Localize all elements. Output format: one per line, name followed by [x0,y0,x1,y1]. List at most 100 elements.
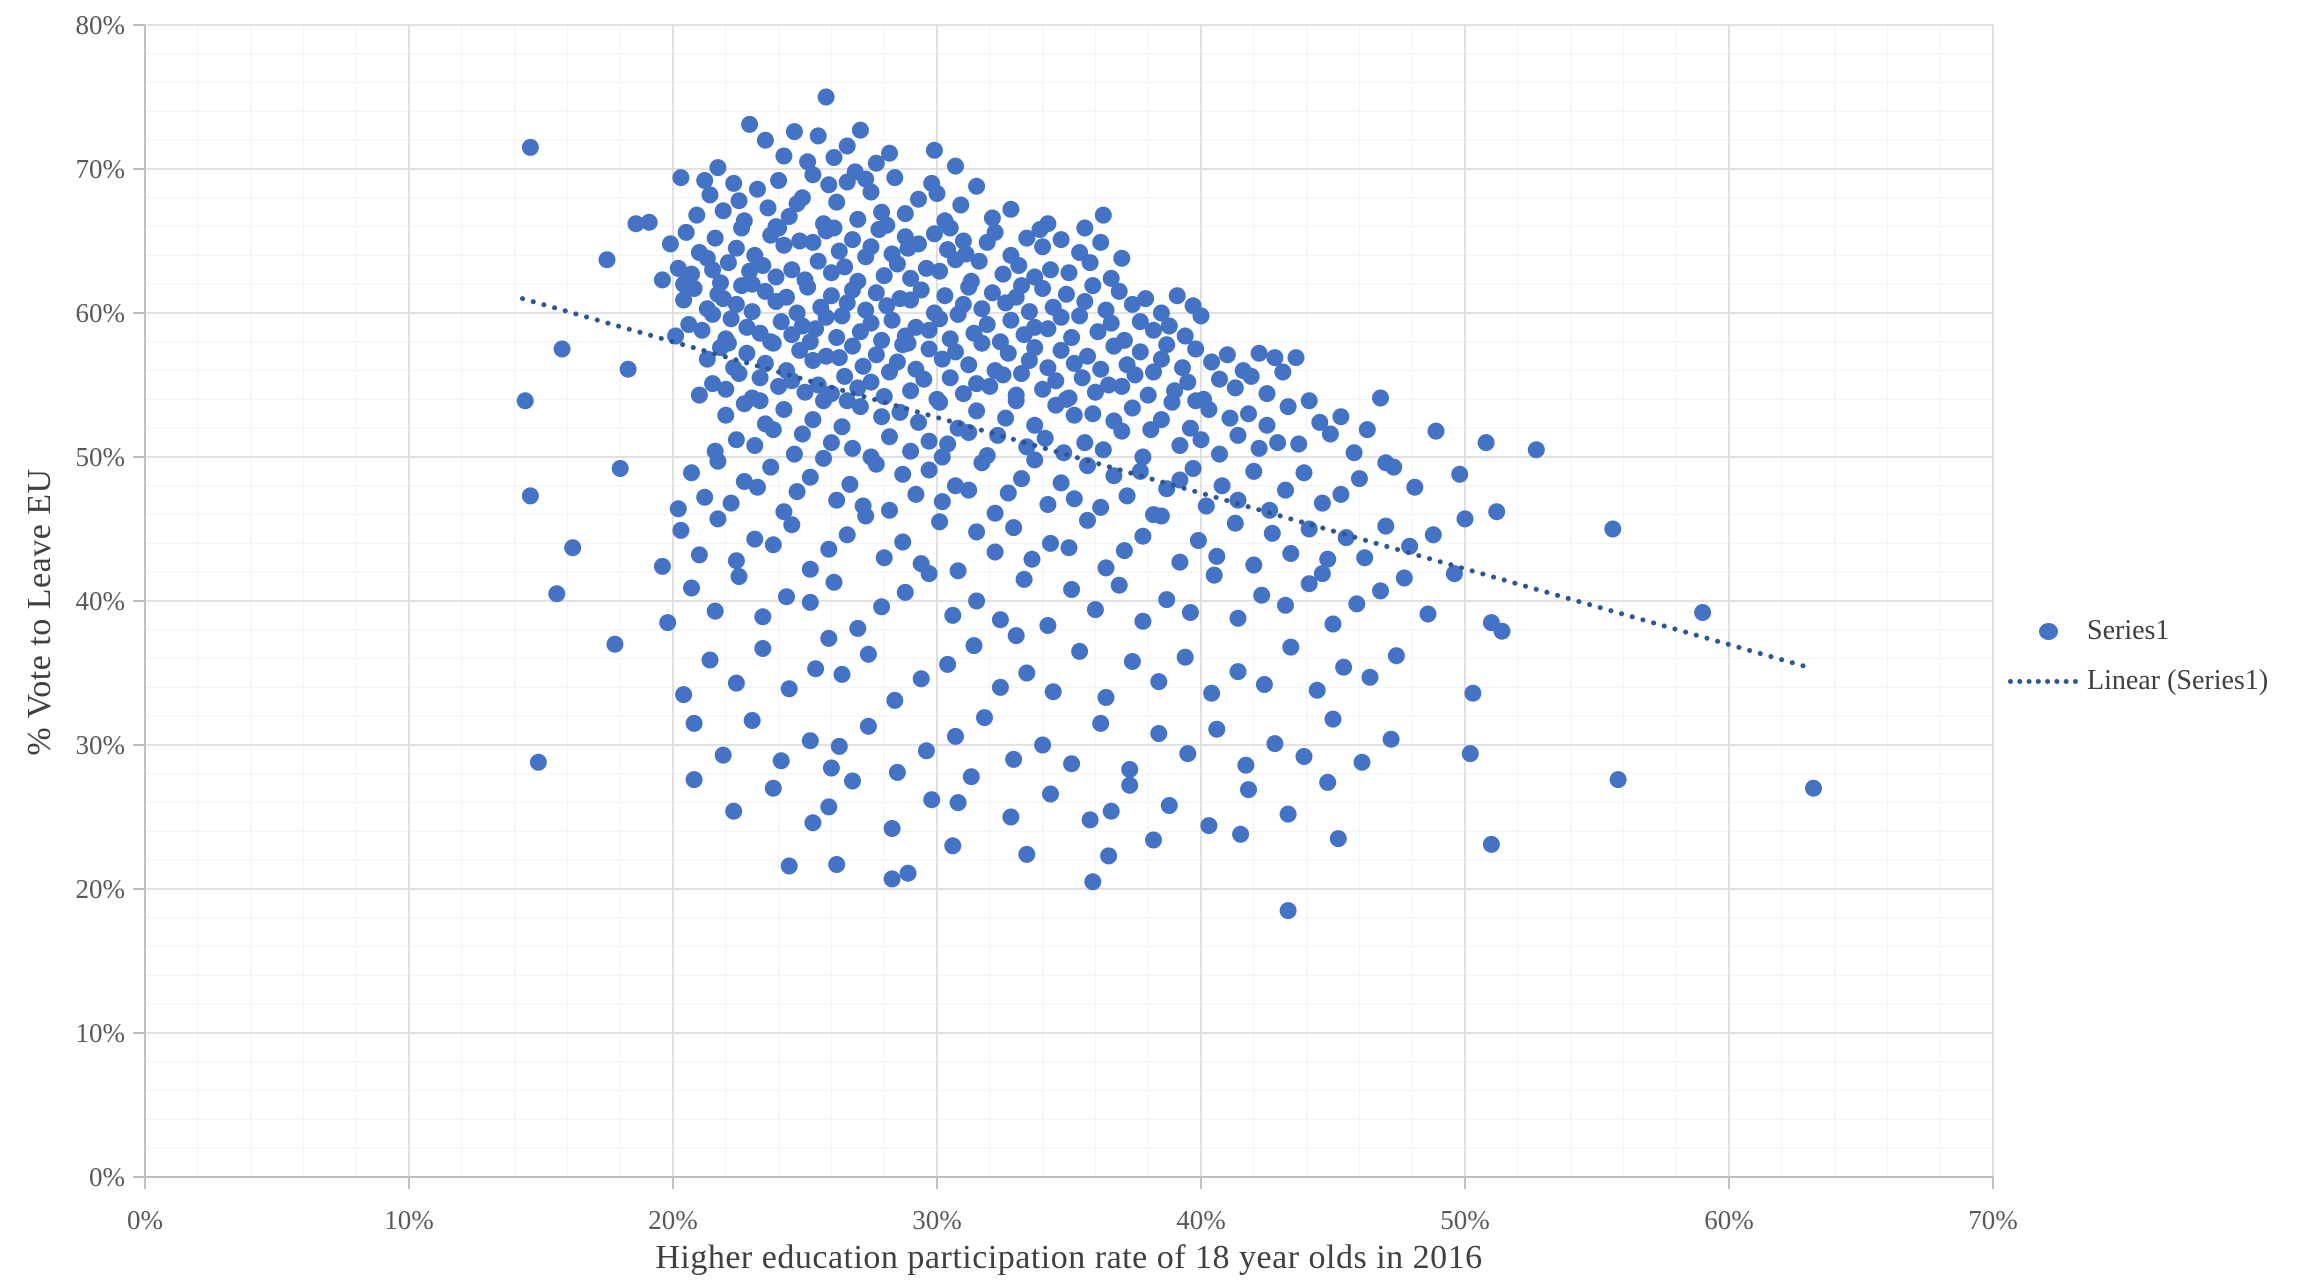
data-point [1100,847,1118,865]
data-point [1245,556,1263,574]
legend-item-series1[interactable]: Series1 [2008,606,2268,656]
data-point [941,369,959,387]
data-point [778,288,795,306]
data-point [1110,282,1128,300]
data-point [1121,761,1139,778]
data-point [844,231,861,249]
data-point [873,408,891,426]
data-point [936,287,954,305]
data-point [833,665,851,683]
data-point [910,413,927,431]
data-point [968,523,986,541]
data-point [1137,290,1155,308]
data-point [899,334,917,352]
data-point [1052,474,1070,492]
data-point [986,543,1004,561]
data-point [1071,244,1089,261]
data-point [1102,269,1120,287]
data-point [931,513,949,531]
data-point [746,530,764,548]
data-point [981,377,999,395]
data-point [675,291,693,309]
data-point [1034,280,1052,297]
data-point [925,225,943,243]
data-point [1102,802,1120,820]
data-point [1350,470,1368,488]
data-point [669,500,687,518]
data-point [680,316,698,333]
data-point [1018,229,1036,247]
data-point [727,552,745,570]
data-point [1026,318,1044,336]
data-point [1063,755,1081,773]
data-point [862,314,880,332]
data-point [870,221,888,238]
data-point [939,655,957,673]
data-point [947,343,964,361]
data-point [933,350,951,368]
data-point [857,507,875,525]
data-point [1445,565,1463,583]
data-point [1604,520,1622,538]
data-point [1026,451,1044,469]
data-point [954,295,972,313]
data-point [749,478,766,496]
data-point [965,637,983,655]
data-point [976,709,993,727]
data-point [997,409,1015,427]
data-point [978,316,996,333]
data-point [751,369,769,387]
data-point [825,219,843,237]
data-point [875,388,893,405]
data-point [1042,785,1059,803]
data-point [1160,797,1178,814]
data-point [1007,627,1025,645]
data-point [1229,491,1247,509]
data-point [896,205,914,223]
data-point [1200,401,1218,418]
data-point [849,619,867,637]
data-point [923,791,941,809]
data-point [1063,329,1081,346]
data-point [1332,408,1350,426]
data-point [788,483,806,501]
data-point [1226,514,1244,532]
data-point [659,614,677,632]
data-point [933,448,951,466]
data-point [1018,664,1036,682]
data-point [944,837,962,855]
data-point [1232,825,1250,843]
data-point [1353,753,1371,771]
data-point [867,455,885,473]
data-point [801,560,819,578]
data-point [830,349,848,367]
data-point [1308,681,1326,699]
data-point [838,294,856,312]
legend-item-linear-series1[interactable]: Linear (Series1) [2008,656,2268,706]
data-point [828,856,846,873]
data-point [1052,308,1070,326]
data-point [722,494,740,512]
data-point [1063,581,1081,598]
data-point [1181,419,1199,437]
data-point [804,233,822,251]
data-point [841,475,859,493]
data-point [672,169,690,187]
data-point [1242,367,1260,385]
data-point [983,209,1001,227]
data-point [804,166,822,184]
data-point [1002,311,1020,329]
data-point [1145,363,1162,381]
data-point [1092,498,1110,516]
data-point [920,340,938,358]
data-point [991,678,1009,696]
data-point [714,202,732,220]
data-point [696,172,714,189]
data-point [1321,425,1339,443]
data-point [817,88,835,106]
data-point [881,428,898,446]
data-point [857,170,875,188]
x-tick-label: 0% [127,1205,163,1235]
data-point [1134,448,1152,466]
data-point [725,174,743,192]
